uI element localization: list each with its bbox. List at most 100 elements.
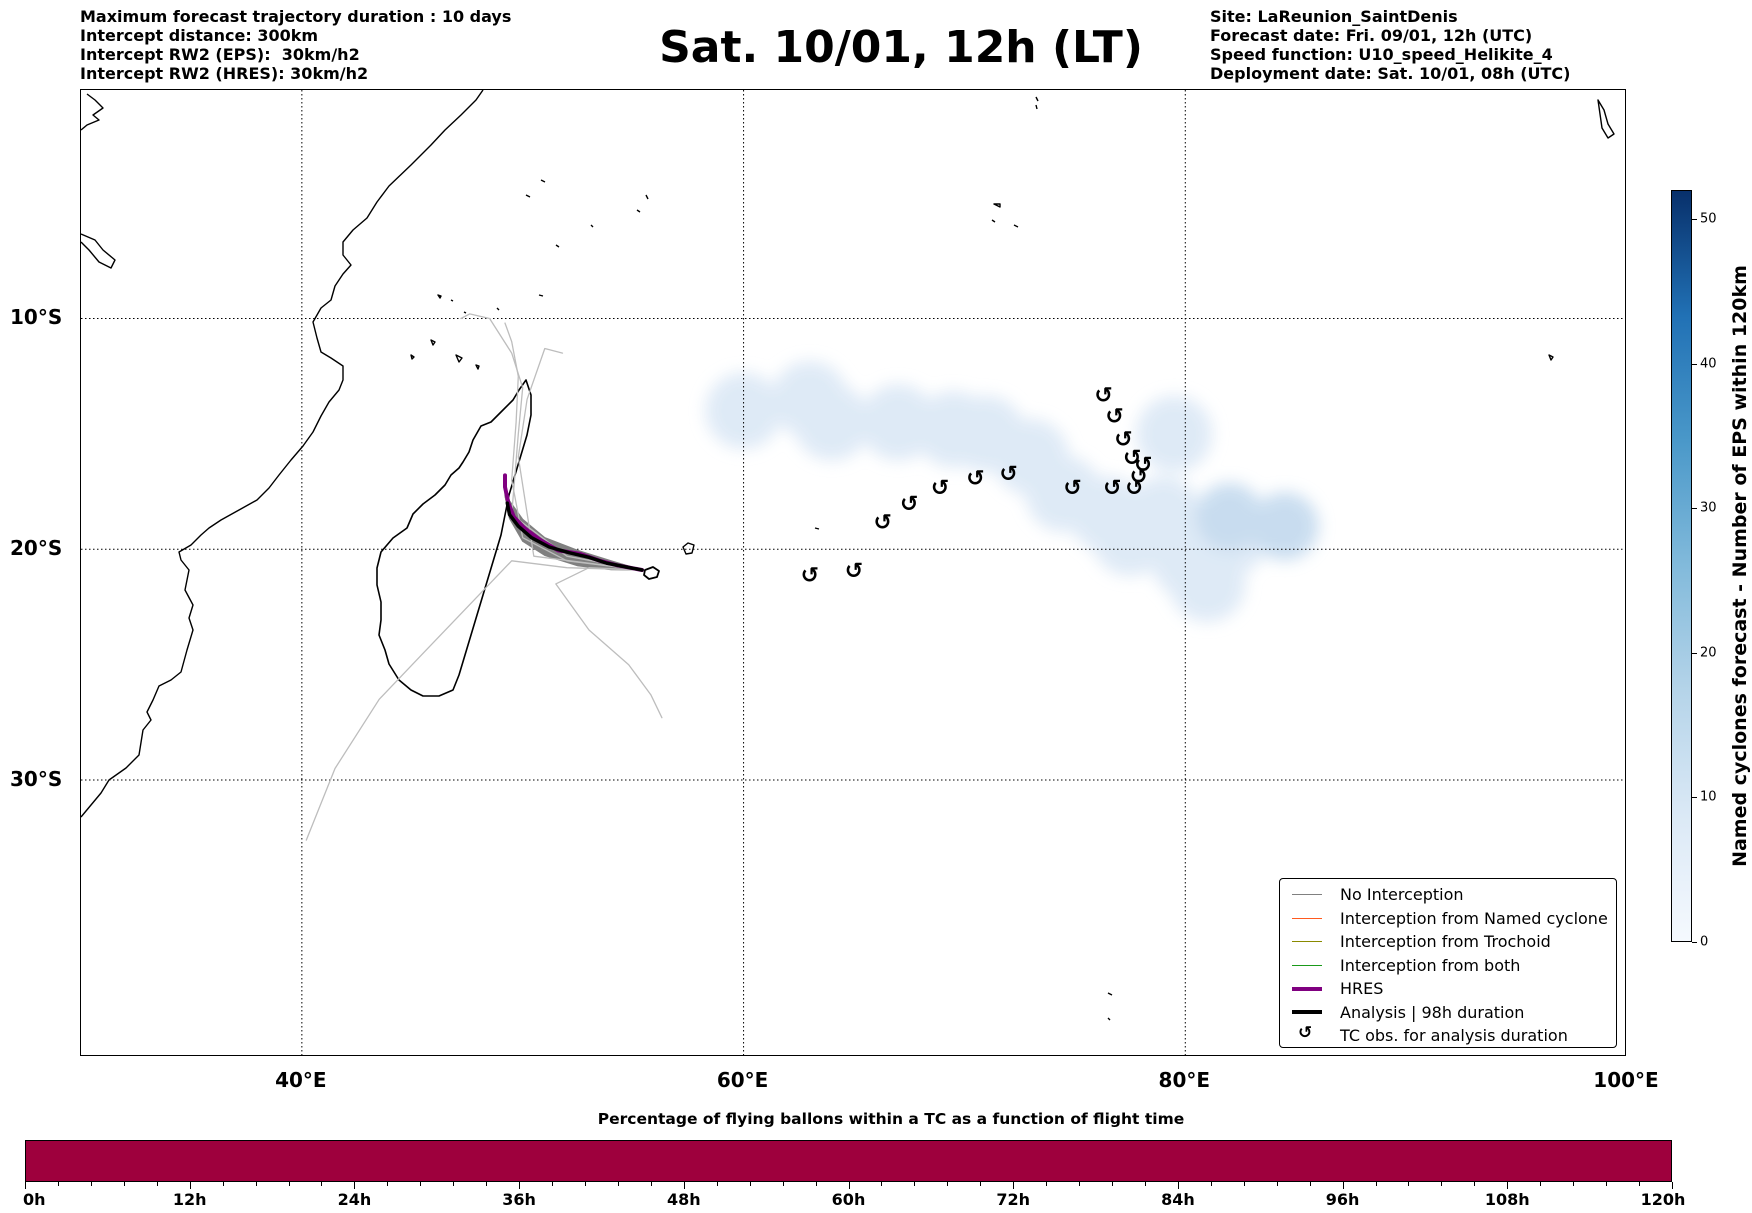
time-minor-tick <box>716 1182 718 1186</box>
tc-obs-symbol: ↺ <box>873 511 891 536</box>
arabian-coast <box>81 233 116 269</box>
time-minor-tick <box>947 1182 949 1186</box>
flight-time-colorbar-title: Percentage of flying ballons within a TC… <box>597 1110 1185 1128</box>
time-minor-tick <box>1309 1182 1311 1186</box>
time-major-tick <box>25 1182 26 1189</box>
map-canvas: ↺ ↺↺↺↺ ↺ ↺↺ ↺ ↺↺↺↺↺↺↺ <box>81 90 1625 1055</box>
time-minor-tick <box>1144 1182 1146 1186</box>
legend-label: TC obs. for analysis duration <box>1340 1026 1568 1046</box>
time-tick-label: 84h <box>1161 1190 1195 1209</box>
time-tick-label: 36h <box>502 1190 536 1209</box>
time-tick-label: 72h <box>996 1190 1031 1209</box>
time-minor-tick <box>453 1182 455 1186</box>
tc-obs-symbol: ↺ <box>1125 476 1143 501</box>
time-major-tick <box>1672 1182 1673 1189</box>
header-left-line-1: Maximum forecast trajectory duration : 1… <box>80 7 512 26</box>
time-minor-tick <box>1210 1182 1212 1186</box>
tc-obs-symbol: ↺ <box>1103 476 1121 501</box>
time-minor-tick <box>1046 1182 1048 1186</box>
time-minor-tick <box>156 1182 158 1186</box>
maldives <box>1035 96 1039 110</box>
time-minor-tick <box>1408 1182 1410 1186</box>
ensemble-trajectory-outlier <box>504 322 643 571</box>
africa-coastline <box>81 90 484 818</box>
colorbar-tick <box>1692 508 1697 510</box>
header-right-line-2: Forecast date: Fri. 09/01, 12h (UTC) <box>1210 26 1533 45</box>
header-left: Maximum forecast trajectory duration : 1… <box>80 7 511 83</box>
eps-colorbar-label: Named cyclones forecast - Number of EPS … <box>1729 265 1751 867</box>
header-left-line-4: Intercept RW2 (HRES): 30km/h2 <box>80 64 369 83</box>
time-tick-label: 120h <box>1640 1190 1686 1209</box>
time-minor-tick <box>255 1182 257 1186</box>
time-minor-tick <box>617 1182 619 1186</box>
legend-swatch <box>1288 909 1326 927</box>
colorbar-tick <box>1692 797 1697 799</box>
time-minor-tick <box>881 1182 883 1186</box>
time-minor-tick <box>782 1182 784 1186</box>
tc-observations-layer: ↺ ↺↺↺↺ ↺ ↺↺ ↺ ↺↺↺↺↺↺↺ <box>801 384 1153 589</box>
time-minor-tick <box>584 1182 586 1186</box>
colorbar-tick-label: 30 <box>1700 500 1717 516</box>
legend-entry: Analysis | 98h duration <box>1288 1001 1608 1025</box>
mauritius-island <box>682 542 695 555</box>
ensemble-trajectory-outlier <box>517 347 643 571</box>
legend-swatch <box>1288 980 1326 998</box>
colorbar-tick-label: 40 <box>1700 356 1717 372</box>
header-right-line-4: Deployment date: Sat. 10/01, 08h (UTC) <box>1210 64 1571 83</box>
tc-obs-symbol: ↺ <box>1123 446 1141 471</box>
time-minor-tick <box>321 1182 323 1186</box>
madagascar <box>376 379 532 697</box>
eps-density-blob <box>860 384 937 461</box>
tc-obs-symbol: ↺ <box>1063 476 1081 501</box>
legend-swatch <box>1288 1003 1326 1021</box>
header-left-line-2: Intercept distance: 300km <box>80 26 319 45</box>
seychelles <box>437 294 544 314</box>
legend-label: Interception from both <box>1340 955 1521 975</box>
legend-label: Interception from Trochoid <box>1340 932 1551 952</box>
time-minor-tick <box>57 1182 59 1186</box>
analysis-trajectory <box>505 501 644 572</box>
trajectories-layer <box>305 313 663 841</box>
colorbar-tick-label: 50 <box>1700 211 1717 227</box>
amsterdam-island <box>1107 992 1113 1021</box>
tc-obs-symbol: ↺ <box>1130 464 1148 489</box>
time-minor-tick <box>552 1182 554 1186</box>
time-minor-tick <box>1375 1182 1377 1186</box>
time-major-tick <box>1507 1182 1509 1189</box>
time-tick-label: 60h <box>831 1190 866 1209</box>
time-minor-tick <box>222 1182 224 1186</box>
ensemble-trajectory-outlier <box>305 560 643 841</box>
time-minor-tick <box>123 1182 125 1186</box>
header-right-line-3: Speed function: U10_speed_Helikite_4 <box>1210 45 1553 64</box>
eps-count-colorbar <box>1671 190 1692 942</box>
legend-entry: Interception from both <box>1288 954 1608 978</box>
lat-tick-label: 10°S <box>10 305 63 330</box>
tc-obs-symbol: ↺ <box>801 564 819 589</box>
legend-swatch <box>1288 886 1326 904</box>
header-right-line-1: Site: LaReunion_SaintDenis <box>1210 7 1458 26</box>
lon-tick-label: 80°E <box>1158 1068 1211 1092</box>
africa-coastline-north <box>81 93 104 131</box>
tc-obs-symbol: ↺ <box>1114 427 1132 452</box>
colorbar-tick <box>1692 942 1697 943</box>
time-minor-tick <box>1079 1182 1081 1186</box>
tc-obs-legend-icon: ↺ <box>1298 1022 1313 1043</box>
time-major-tick <box>1342 1182 1344 1189</box>
time-minor-tick <box>1276 1182 1278 1186</box>
time-major-tick <box>354 1182 356 1189</box>
ensemble-trajectory-outlier <box>460 313 643 571</box>
legend-entry: HRES <box>1288 977 1608 1001</box>
eps-density-blob <box>1195 482 1264 551</box>
time-minor-tick <box>1474 1182 1476 1186</box>
tc-obs-symbol: ↺ <box>1094 384 1112 409</box>
map-legend: No Interception Interception from Named c… <box>1279 878 1617 1048</box>
header-left-line-3: Intercept RW2 (EPS): 30km/h2 <box>80 45 360 64</box>
time-tick-label: 24h <box>337 1190 372 1209</box>
time-minor-tick <box>1573 1182 1575 1186</box>
time-major-tick <box>683 1182 685 1189</box>
colorbar-tick <box>1692 218 1697 220</box>
tc-obs-symbol: ↺ <box>999 462 1017 487</box>
colorbar-tick-label: 20 <box>1700 645 1717 661</box>
map-title: Sat. 10/01, 12h (LT) <box>659 22 1143 73</box>
colorbar-tick-label: 0 <box>1700 934 1709 950</box>
